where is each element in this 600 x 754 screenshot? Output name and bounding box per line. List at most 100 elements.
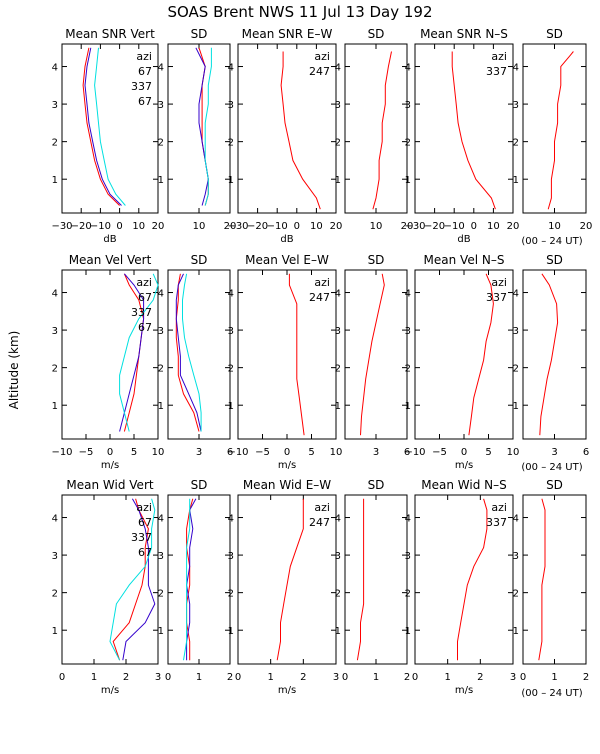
panel-frame: [237, 43, 337, 214]
x-tick-label: 10: [152, 447, 165, 458]
x-tick-label: 1: [444, 672, 450, 683]
legend-entry: 247: [309, 65, 330, 78]
x-tick-label: −20: [424, 221, 445, 232]
x-axis-label: dB: [103, 234, 116, 245]
series-line-67: [182, 273, 202, 432]
panel-title: SD: [191, 27, 208, 41]
legend-entry: 67: [138, 516, 152, 529]
panel-r0-c3: SD 1 2 3 4 10 20: [335, 27, 414, 232]
time-range-label-row2: (00 – 24 UT): [521, 462, 582, 473]
y-tick-label: 3: [335, 100, 341, 111]
x-tick-label: −10: [90, 221, 111, 232]
y-tick-label: 3: [228, 326, 234, 337]
x-tick-label: 20: [224, 221, 237, 232]
x-tick-label: 20: [507, 221, 520, 232]
y-tick-label: 1: [335, 175, 341, 186]
y-tick-label: 1: [228, 401, 234, 412]
y-tick-label: 2: [228, 138, 234, 149]
x-tick-label: 2: [300, 672, 306, 683]
x-tick-label: 3: [196, 447, 202, 458]
x-tick-label: 0: [342, 672, 348, 683]
x-tick-label: −10: [404, 447, 425, 458]
panel-r2-c2: Mean Wid E–W 1 2 3 4 0 1 2 3 m/s azi 247: [228, 478, 340, 696]
panel-frame: [414, 494, 514, 665]
y-tick-label: 2: [335, 364, 341, 375]
y-tick-label: 4: [158, 63, 164, 74]
y-tick-label: 3: [228, 100, 234, 111]
x-tick-label: −10: [444, 221, 465, 232]
x-tick-label: 0: [107, 447, 113, 458]
x-tick-label: 0: [116, 221, 122, 232]
legend-header: azi: [314, 50, 330, 63]
y-tick-label: 2: [52, 138, 58, 149]
panel-title: SD: [546, 27, 563, 41]
y-tick-label: 3: [158, 551, 164, 562]
x-tick-label: −20: [247, 221, 268, 232]
x-tick-label: 5: [131, 447, 137, 458]
x-tick-label: 10: [330, 447, 343, 458]
series-line-247: [372, 51, 392, 210]
series-line-67: [82, 47, 120, 206]
x-tick-label: 2: [227, 672, 233, 683]
x-tick-label: 20: [330, 221, 343, 232]
series-line-337: [547, 51, 574, 210]
y-tick-label: 4: [158, 514, 164, 525]
x-tick-label: 20: [401, 221, 414, 232]
x-tick-label: −5: [79, 447, 94, 458]
x-axis-label: m/s: [278, 685, 296, 696]
y-tick-label: 4: [513, 514, 519, 525]
y-tick-label: 3: [513, 100, 519, 111]
x-axis-label: m/s: [101, 685, 119, 696]
x-tick-label: 3: [333, 672, 339, 683]
panel-title: SD: [368, 253, 385, 267]
y-tick-label: 1: [405, 401, 411, 412]
x-tick-label: 2: [123, 672, 129, 683]
y-tick-label: 1: [158, 175, 164, 186]
x-tick-label: 0: [520, 672, 526, 683]
x-tick-label: 1: [267, 672, 273, 683]
panel-r1-c3: SD 1 2 3 4 3 6: [335, 253, 411, 458]
y-tick-label: 2: [513, 364, 519, 375]
x-tick-label: 1: [91, 672, 97, 683]
y-tick-label: 3: [405, 551, 411, 562]
x-tick-label: 3: [510, 672, 516, 683]
series-line-67: [112, 498, 149, 661]
series-line-337: [457, 498, 488, 661]
y-tick-label: 4: [513, 289, 519, 300]
legend-entry: 337: [131, 306, 152, 319]
series-line-337: [122, 498, 156, 661]
panel-r0-c4: Mean SNR N–S 1 2 3 4 −30−20−10 0 10 20 dB azi 337: [404, 27, 519, 245]
x-tick-label: −10: [51, 447, 72, 458]
series-line-337: [119, 273, 145, 432]
series-line-337: [195, 47, 209, 206]
panel-r0-c2: Mean SNR E–W 1 2 3 4 −30−20−10 0 10 20 dB azi 247: [227, 27, 342, 245]
x-tick-label: 10: [487, 221, 500, 232]
y-tick-label: 1: [52, 626, 58, 637]
x-tick-label: 0: [284, 447, 290, 458]
y-tick-label: 3: [52, 326, 58, 337]
y-tick-label: 4: [228, 514, 234, 525]
y-tick-label: 2: [335, 138, 341, 149]
legend-entry: 337: [131, 80, 152, 93]
x-tick-label: 3: [373, 447, 379, 458]
y-tick-label: 1: [335, 401, 341, 412]
series-line-67: [109, 498, 156, 661]
x-tick-label: 3: [155, 672, 161, 683]
x-tick-label: 0: [412, 672, 418, 683]
panel-title: Mean Wid Vert: [66, 478, 153, 492]
series-line-247: [360, 273, 385, 436]
time-range-label-row3: (00 – 24 UT): [521, 688, 582, 699]
y-tick-label: 1: [513, 626, 519, 637]
y-tick-label: 4: [52, 289, 58, 300]
x-tick-label: 0: [165, 672, 171, 683]
y-axis-label: Altitude (km): [7, 331, 21, 410]
legend-entry: 67: [138, 321, 152, 334]
x-tick-label: 3: [551, 447, 557, 458]
x-tick-label: 0: [471, 221, 477, 232]
x-tick-label: 10: [310, 221, 323, 232]
y-tick-label: 1: [405, 175, 411, 186]
x-tick-label: 6: [583, 447, 589, 458]
x-tick-label: −5: [432, 447, 447, 458]
y-tick-label: 3: [52, 551, 58, 562]
